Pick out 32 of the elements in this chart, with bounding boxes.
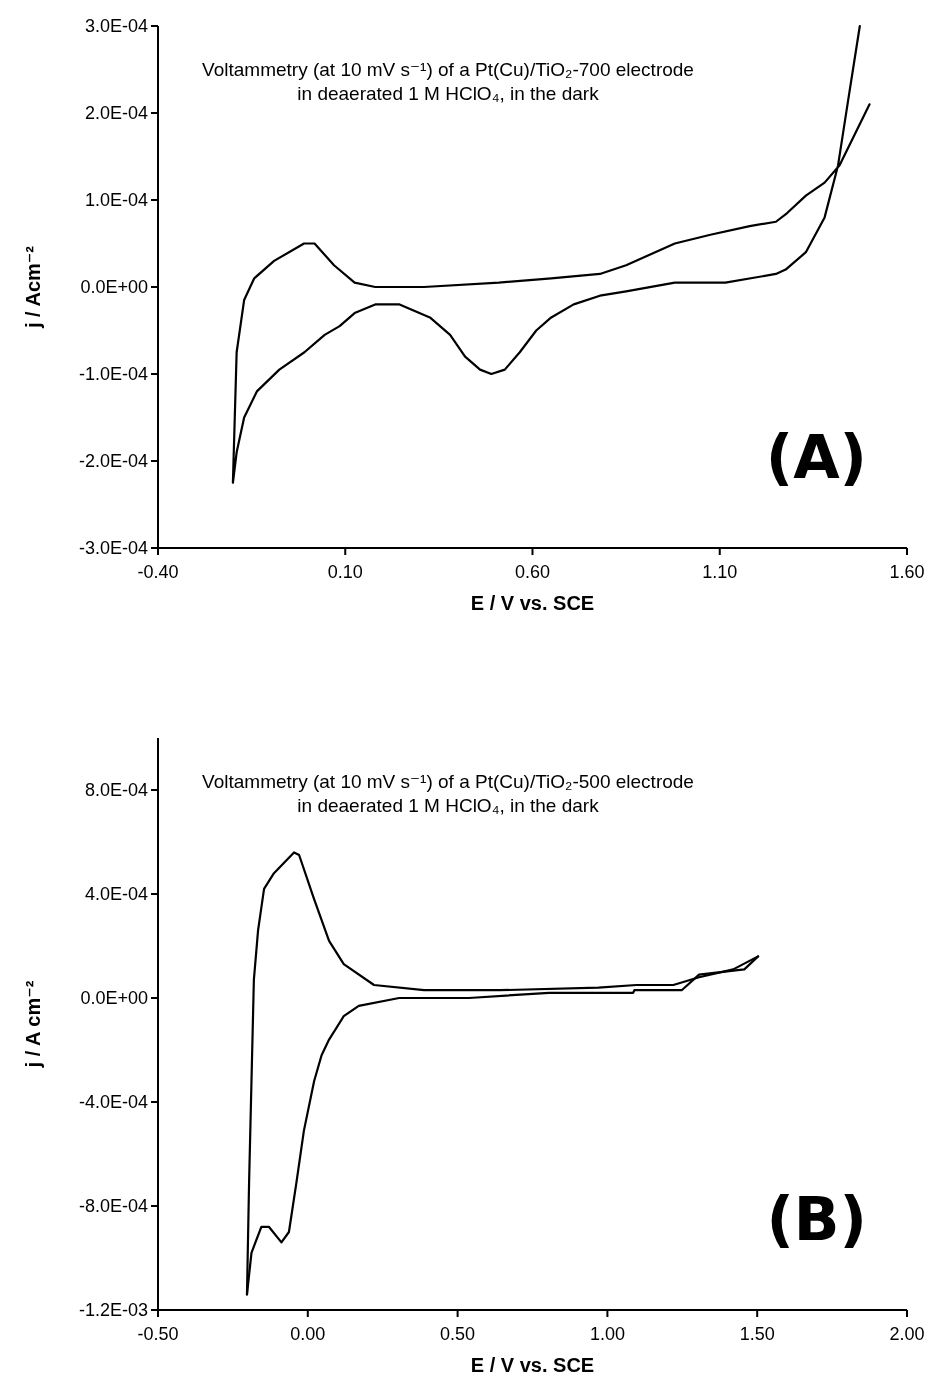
annotation: (B) (766, 1184, 867, 1254)
y-axis-title: j / A cm⁻² (22, 980, 44, 1069)
y-tick-label: 0.0E+00 (80, 988, 148, 1008)
x-tick-label: 0.60 (514, 562, 551, 582)
x-tick-label: 0.00 (290, 1324, 326, 1344)
text: Voltammetry (at 10 mV s⁻¹) of a Pt(Cu)/TiO₂-700 electrode in deaerated 1 M HClO₄, in the dark (202, 59, 694, 104)
x-tick-label: 2.00 (889, 1324, 925, 1344)
y-axis-title: j / Acm⁻² (22, 245, 44, 330)
y-tick-label: 1.0E-04 (84, 190, 148, 210)
x-tick-label: 1.00 (589, 1324, 625, 1344)
x-tick-label: 0.10 (327, 562, 363, 582)
annotation: (A) (765, 422, 867, 492)
text: Voltammetry (at 10 mV s⁻¹) of a Pt(Cu)/TiO₂-500 electrode in deaerated 1 M HClO₄, in the dark (202, 771, 694, 816)
y-tick-label: 8.0E-04 (84, 780, 148, 800)
x-tick-label: -0.40 (137, 562, 179, 582)
x-tick-label: 0.50 (440, 1324, 476, 1344)
y-tick-label: 4.0E-04 (84, 884, 148, 904)
x-tick-label: 1.10 (702, 562, 738, 582)
x-axis-title: E / V vs. SCE (470, 592, 595, 614)
x-axis-title: E / V vs. SCE (470, 1354, 595, 1376)
y-tick-label: 0.0E+00 (80, 277, 148, 297)
y-tick-label: -3.0E-04 (78, 538, 148, 558)
y-tick-label: -2.0E-04 (78, 451, 148, 471)
y-tick-label: 2.0E-04 (84, 103, 148, 123)
y-tick-label: -4.0E-04 (78, 1092, 148, 1112)
y-tick-label: 3.0E-04 (84, 16, 148, 36)
x-tick-label: 1.50 (739, 1324, 775, 1344)
y-tick-label: -1.0E-04 (78, 364, 148, 384)
x-tick-label: -0.50 (137, 1324, 179, 1344)
x-tick-label: 1.60 (889, 562, 925, 582)
y-tick-label: -8.0E-04 (78, 1196, 148, 1216)
y-tick-label: -1.2E-03 (78, 1300, 148, 1320)
